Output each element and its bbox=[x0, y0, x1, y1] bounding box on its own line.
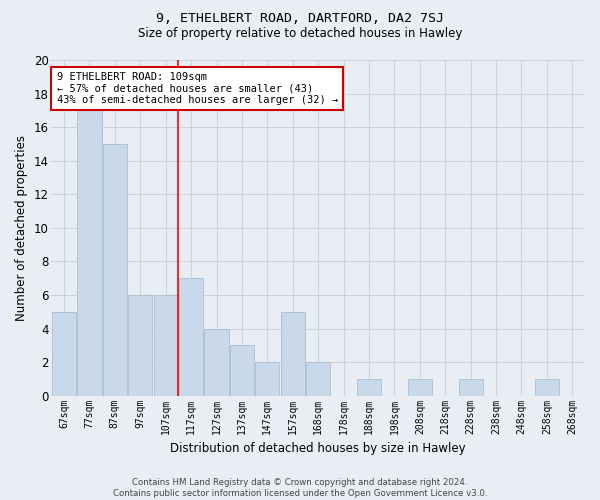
Bar bbox=[458, 379, 483, 396]
Bar bbox=[357, 379, 381, 396]
Bar bbox=[128, 295, 152, 396]
Text: Size of property relative to detached houses in Hawley: Size of property relative to detached ho… bbox=[138, 28, 462, 40]
Y-axis label: Number of detached properties: Number of detached properties bbox=[15, 135, 28, 321]
Bar bbox=[205, 328, 229, 396]
Bar bbox=[408, 379, 432, 396]
Text: Contains HM Land Registry data © Crown copyright and database right 2024.
Contai: Contains HM Land Registry data © Crown c… bbox=[113, 478, 487, 498]
Bar bbox=[281, 312, 305, 396]
Bar bbox=[179, 278, 203, 396]
Text: 9 ETHELBERT ROAD: 109sqm
← 57% of detached houses are smaller (43)
43% of semi-d: 9 ETHELBERT ROAD: 109sqm ← 57% of detach… bbox=[56, 72, 338, 105]
Bar bbox=[77, 110, 101, 396]
X-axis label: Distribution of detached houses by size in Hawley: Distribution of detached houses by size … bbox=[170, 442, 466, 455]
Bar bbox=[230, 346, 254, 396]
Bar bbox=[154, 295, 178, 396]
Bar bbox=[52, 312, 76, 396]
Bar bbox=[103, 144, 127, 396]
Bar bbox=[306, 362, 330, 396]
Bar bbox=[535, 379, 559, 396]
Bar bbox=[255, 362, 280, 396]
Text: 9, ETHELBERT ROAD, DARTFORD, DA2 7SJ: 9, ETHELBERT ROAD, DARTFORD, DA2 7SJ bbox=[156, 12, 444, 26]
